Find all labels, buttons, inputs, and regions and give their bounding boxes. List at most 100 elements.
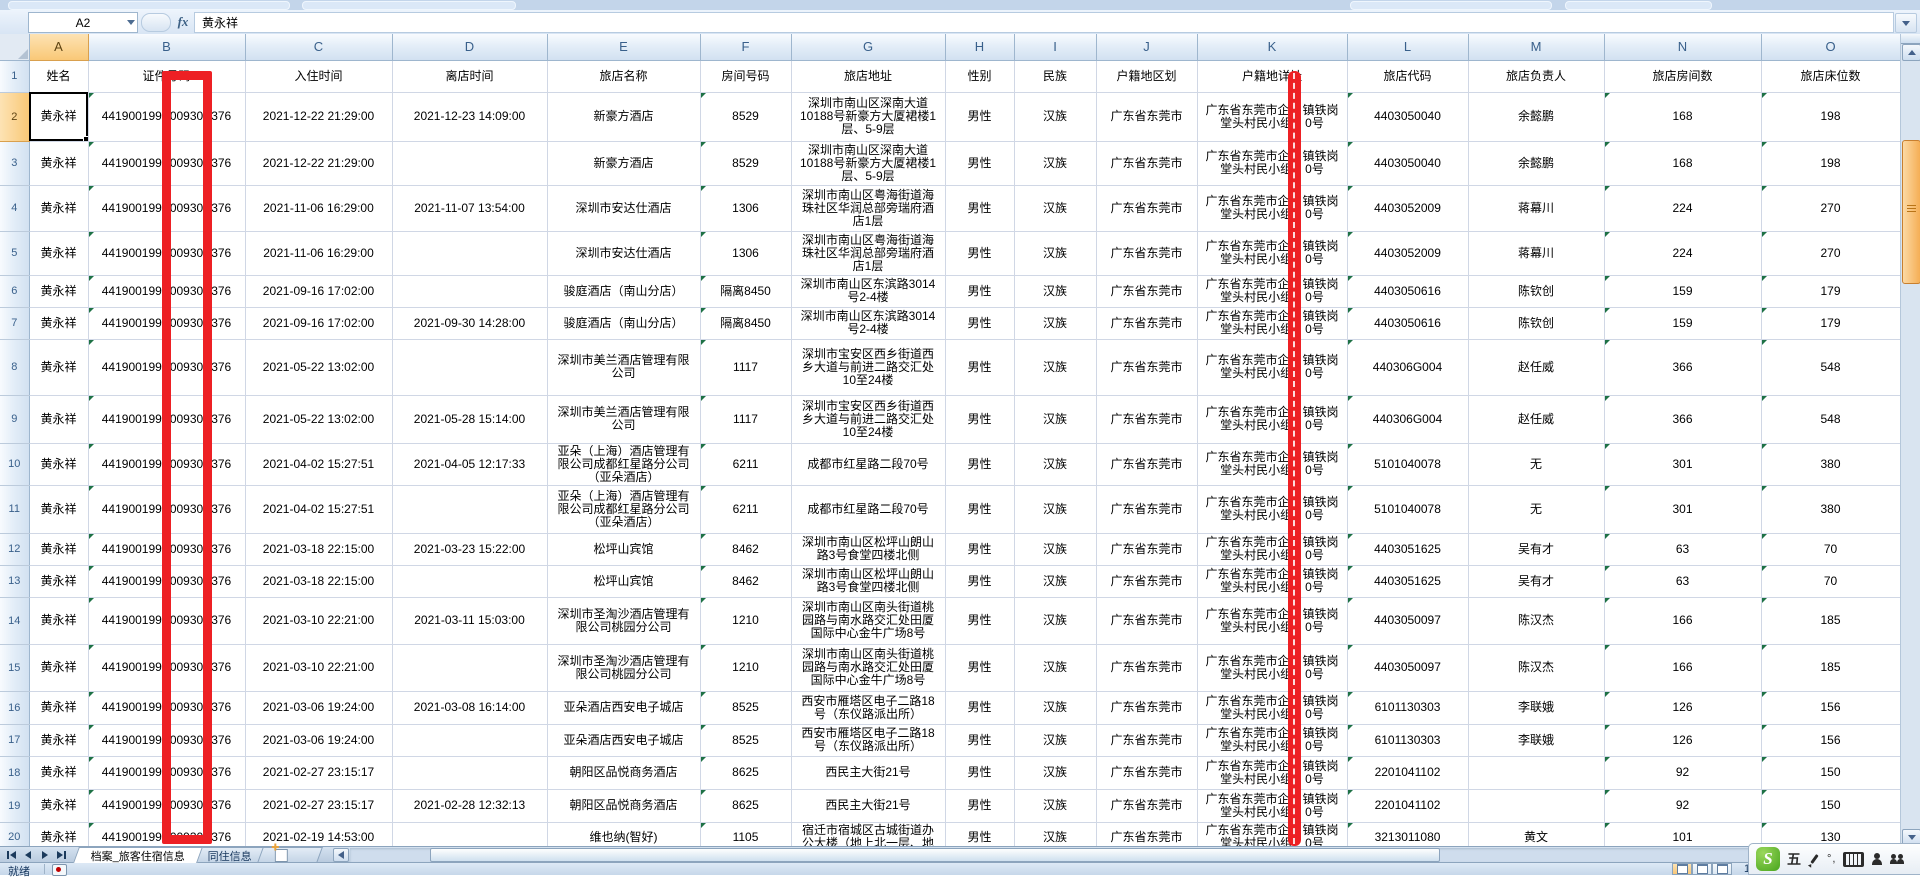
cell-L16[interactable]: 6101130303 xyxy=(1347,691,1469,725)
horizontal-scroll-thumb[interactable] xyxy=(430,848,1440,862)
cell-F20[interactable]: 1105 xyxy=(700,822,792,846)
cell-I3[interactable]: 汉族 xyxy=(1014,141,1097,186)
cell-C7[interactable]: 2021-09-16 17:02:00 xyxy=(245,307,393,340)
col-header-G[interactable]: G xyxy=(791,34,946,61)
cell-C13[interactable]: 2021-03-18 22:15:00 xyxy=(245,565,393,598)
vertical-split-handle[interactable] xyxy=(1901,34,1920,44)
cell-N17[interactable]: 126 xyxy=(1604,724,1762,757)
cell-K17[interactable]: 广东省东莞市企 镇铁岗 堂头村民小组 0号 xyxy=(1197,724,1348,757)
field-header-F[interactable]: 房间号码 xyxy=(700,60,792,93)
row-header-1[interactable]: 1 xyxy=(0,60,30,93)
cell-J20[interactable]: 广东省东莞市 xyxy=(1096,822,1198,846)
row-header-19[interactable]: 19 xyxy=(0,789,30,823)
row-header-17[interactable]: 17 xyxy=(0,724,30,757)
cell-G11[interactable]: 成都市红星路二段70号 xyxy=(791,485,946,534)
cell-B18[interactable]: 441900199 00930 376 xyxy=(88,756,246,790)
cell-G19[interactable]: 西民主大街21号 xyxy=(791,789,946,823)
normal-view-button[interactable] xyxy=(1672,863,1692,875)
cell-O7[interactable]: 179 xyxy=(1761,307,1900,340)
cell-E12[interactable]: 松坪山宾馆 xyxy=(547,533,701,566)
cell-B10[interactable]: 441900199 00930 376 xyxy=(88,443,246,486)
vertical-scroll-thumb[interactable] xyxy=(1902,140,1920,284)
cell-J10[interactable]: 广东省东莞市 xyxy=(1096,443,1198,486)
cell-D4[interactable]: 2021-11-07 13:54:00 xyxy=(392,185,548,232)
cell-L15[interactable]: 4403050097 xyxy=(1347,644,1469,692)
cell-A14[interactable]: 黄永祥 xyxy=(29,597,89,645)
cell-N16[interactable]: 126 xyxy=(1604,691,1762,725)
vertical-scrollbar[interactable] xyxy=(1900,34,1920,846)
cell-N9[interactable]: 366 xyxy=(1604,395,1762,444)
cell-F17[interactable]: 8525 xyxy=(700,724,792,757)
row-header-11[interactable]: 11 xyxy=(0,485,30,534)
cell-B15[interactable]: 441900199 00930 376 xyxy=(88,644,246,692)
cell-N5[interactable]: 224 xyxy=(1604,231,1762,276)
cell-F16[interactable]: 8525 xyxy=(700,691,792,725)
name-box[interactable]: A2 xyxy=(28,12,138,33)
cell-L12[interactable]: 4403051625 xyxy=(1347,533,1469,566)
cell-J9[interactable]: 广东省东莞市 xyxy=(1096,395,1198,444)
cell-A12[interactable]: 黄永祥 xyxy=(29,533,89,566)
col-header-K[interactable]: K xyxy=(1197,34,1348,61)
cell-M19[interactable] xyxy=(1468,789,1605,823)
cell-M14[interactable]: 陈汉杰 xyxy=(1468,597,1605,645)
last-sheet-button[interactable] xyxy=(53,848,70,861)
cell-O12[interactable]: 70 xyxy=(1761,533,1900,566)
cell-N2[interactable]: 168 xyxy=(1604,92,1762,142)
field-header-J[interactable]: 户籍地区划 xyxy=(1096,60,1198,93)
cell-J12[interactable]: 广东省东莞市 xyxy=(1096,533,1198,566)
cell-A9[interactable]: 黄永祥 xyxy=(29,395,89,444)
cell-I18[interactable]: 汉族 xyxy=(1014,756,1097,790)
field-header-L[interactable]: 旅店代码 xyxy=(1347,60,1469,93)
cell-B7[interactable]: 441900199 00930 376 xyxy=(88,307,246,340)
cell-E2[interactable]: 新豪方酒店 xyxy=(547,92,701,142)
scroll-left-button[interactable] xyxy=(333,848,349,862)
cell-D11[interactable] xyxy=(392,485,548,534)
cell-F10[interactable]: 6211 xyxy=(700,443,792,486)
cell-N8[interactable]: 366 xyxy=(1604,339,1762,396)
cell-C17[interactable]: 2021-03-06 19:24:00 xyxy=(245,724,393,757)
cell-I15[interactable]: 汉族 xyxy=(1014,644,1097,692)
cell-C14[interactable]: 2021-03-10 22:21:00 xyxy=(245,597,393,645)
cell-G8[interactable]: 深圳市宝安区西乡街道西乡大道与前进二路交汇处10至24楼 xyxy=(791,339,946,396)
cell-H15[interactable]: 男性 xyxy=(945,644,1015,692)
cell-A16[interactable]: 黄永祥 xyxy=(29,691,89,725)
row-header-14[interactable]: 14 xyxy=(0,597,30,645)
cell-A18[interactable]: 黄永祥 xyxy=(29,756,89,790)
cell-E16[interactable]: 亚朵酒店西安电子城店 xyxy=(547,691,701,725)
cell-B9[interactable]: 441900199 00930 376 xyxy=(88,395,246,444)
cell-I13[interactable]: 汉族 xyxy=(1014,565,1097,598)
page-layout-view-button[interactable] xyxy=(1692,863,1712,875)
cell-F2[interactable]: 8529 xyxy=(700,92,792,142)
cell-F18[interactable]: 8625 xyxy=(700,756,792,790)
cell-F9[interactable]: 1117 xyxy=(700,395,792,444)
cell-M16[interactable]: 李联娥 xyxy=(1468,691,1605,725)
cell-K12[interactable]: 广东省东莞市企 镇铁岗 堂头村民小组 0号 xyxy=(1197,533,1348,566)
cell-B19[interactable]: 441900199 00930 376 xyxy=(88,789,246,823)
row-header-3[interactable]: 3 xyxy=(0,141,30,186)
cell-I16[interactable]: 汉族 xyxy=(1014,691,1097,725)
cell-G16[interactable]: 西安市雁塔区电子二路18号（东仪路派出所） xyxy=(791,691,946,725)
cell-H14[interactable]: 男性 xyxy=(945,597,1015,645)
keyboard-icon[interactable] xyxy=(1843,851,1865,867)
cell-E5[interactable]: 深圳市安达仕酒店 xyxy=(547,231,701,276)
cell-M8[interactable]: 赵任威 xyxy=(1468,339,1605,396)
cell-F12[interactable]: 8462 xyxy=(700,533,792,566)
cell-H4[interactable]: 男性 xyxy=(945,185,1015,232)
cell-I17[interactable]: 汉族 xyxy=(1014,724,1097,757)
cell-J3[interactable]: 广东省东莞市 xyxy=(1096,141,1198,186)
field-header-H[interactable]: 性别 xyxy=(945,60,1015,93)
insert-function-button[interactable]: fx xyxy=(177,14,189,29)
cell-I11[interactable]: 汉族 xyxy=(1014,485,1097,534)
cell-A19[interactable]: 黄永祥 xyxy=(29,789,89,823)
person-icon[interactable] xyxy=(1871,853,1883,865)
cell-C8[interactable]: 2021-05-22 13:02:00 xyxy=(245,339,393,396)
cell-E3[interactable]: 新豪方酒店 xyxy=(547,141,701,186)
cell-J17[interactable]: 广东省东莞市 xyxy=(1096,724,1198,757)
col-header-J[interactable]: J xyxy=(1096,34,1198,61)
cell-O10[interactable]: 380 xyxy=(1761,443,1900,486)
cell-J14[interactable]: 广东省东莞市 xyxy=(1096,597,1198,645)
row-header-15[interactable]: 15 xyxy=(0,644,30,692)
cell-M17[interactable]: 李联娥 xyxy=(1468,724,1605,757)
field-header-G[interactable]: 旅店地址 xyxy=(791,60,946,93)
formula-bar-splitter[interactable] xyxy=(141,13,171,32)
